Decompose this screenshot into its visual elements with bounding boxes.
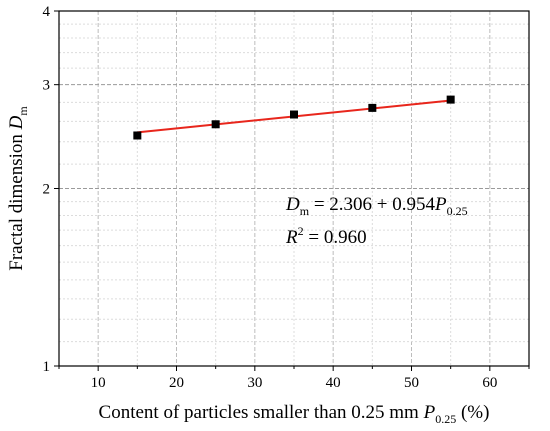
fit-equation-sub2: 0.25 <box>447 204 468 218</box>
x-axis-title-main: Content of particles smaller than 0.25 m… <box>99 402 424 423</box>
data-points <box>133 95 455 140</box>
data-point <box>368 103 377 112</box>
fit-equation-sub1: m <box>300 204 310 218</box>
fit-equation-var2: P <box>434 194 447 215</box>
tick-labels: 10 20 30 40 50 60 1 2 3 4 <box>43 4 498 391</box>
x-tick-label: 30 <box>247 375 262 391</box>
x-tick-label: 10 <box>91 375 106 391</box>
data-point <box>290 110 298 119</box>
x-axis-title: Content of particles smaller than 0.25 m… <box>99 402 490 426</box>
fit-equation-rhs: = 2.306 + 0.954 <box>309 194 435 215</box>
y-tick-label: 3 <box>43 78 51 94</box>
fit-equation: Dm = 2.306 + 0.954P0.25 <box>285 194 468 218</box>
y-axis-title-var: D <box>6 115 27 130</box>
y-tick-label: 4 <box>43 4 51 20</box>
axis-ticks <box>54 10 530 371</box>
y-tick-label: 2 <box>43 182 51 198</box>
y-tick-label: 1 <box>43 359 51 375</box>
grid-lines <box>58 10 530 367</box>
data-point <box>133 131 142 140</box>
y-axis-title-sub: m <box>16 106 30 116</box>
y-axis-title: Fractal dimension Dm <box>6 106 30 271</box>
x-axis-title-unit: (%) <box>456 402 489 423</box>
y-axis-title-main: Fractal dimension <box>6 129 27 270</box>
fit-equation-var1: D <box>285 194 300 215</box>
x-tick-label: 60 <box>482 375 497 391</box>
x-tick-label: 20 <box>169 375 184 391</box>
x-tick-label: 40 <box>326 375 341 391</box>
r-squared-value: = 0.960 <box>304 227 367 248</box>
r-squared: R2 = 0.960 <box>285 224 367 248</box>
x-axis-title-sub: 0.25 <box>435 412 456 426</box>
data-point <box>446 95 455 104</box>
data-point <box>211 120 220 129</box>
x-axis-title-var: P <box>423 402 436 423</box>
x-tick-label: 50 <box>404 375 419 391</box>
r-squared-sup: 2 <box>298 224 304 238</box>
r-squared-var: R <box>285 227 298 248</box>
